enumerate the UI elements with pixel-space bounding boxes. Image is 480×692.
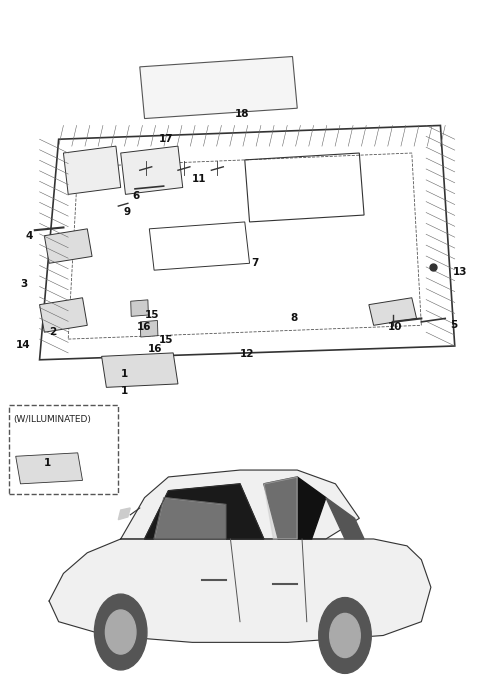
Text: 11: 11 bbox=[192, 174, 206, 184]
Polygon shape bbox=[326, 498, 364, 539]
Polygon shape bbox=[264, 477, 297, 539]
Text: 5: 5 bbox=[450, 320, 457, 330]
Circle shape bbox=[106, 610, 136, 654]
Text: 3: 3 bbox=[20, 279, 28, 289]
Polygon shape bbox=[264, 477, 326, 539]
Polygon shape bbox=[16, 453, 83, 484]
Text: (W/ILLUMINATED): (W/ILLUMINATED) bbox=[13, 415, 91, 424]
Text: 16: 16 bbox=[148, 345, 163, 354]
Text: 7: 7 bbox=[252, 258, 259, 268]
Text: 18: 18 bbox=[235, 109, 250, 120]
Text: 10: 10 bbox=[388, 322, 402, 331]
Polygon shape bbox=[140, 57, 297, 118]
Text: 16: 16 bbox=[137, 322, 152, 331]
Polygon shape bbox=[154, 498, 226, 539]
Text: 9: 9 bbox=[123, 207, 130, 217]
Circle shape bbox=[319, 598, 371, 673]
Text: 15: 15 bbox=[159, 336, 173, 345]
Polygon shape bbox=[131, 300, 148, 316]
Text: 12: 12 bbox=[240, 349, 254, 359]
Circle shape bbox=[330, 613, 360, 657]
Polygon shape bbox=[49, 539, 431, 642]
Bar bbox=[9, 405, 118, 494]
Text: 15: 15 bbox=[144, 310, 159, 320]
Text: 1: 1 bbox=[120, 386, 128, 396]
Polygon shape bbox=[120, 470, 360, 539]
Polygon shape bbox=[369, 298, 417, 325]
Polygon shape bbox=[44, 229, 92, 263]
Text: 13: 13 bbox=[452, 266, 467, 277]
Text: 8: 8 bbox=[290, 313, 297, 323]
Polygon shape bbox=[39, 298, 87, 332]
Text: 1: 1 bbox=[120, 369, 128, 379]
Polygon shape bbox=[63, 146, 120, 194]
Polygon shape bbox=[118, 508, 130, 520]
Text: 4: 4 bbox=[25, 230, 33, 241]
Text: 17: 17 bbox=[158, 134, 173, 144]
Polygon shape bbox=[102, 353, 178, 388]
Text: 6: 6 bbox=[132, 191, 140, 201]
Circle shape bbox=[95, 594, 147, 670]
Text: 2: 2 bbox=[49, 327, 56, 337]
Text: 14: 14 bbox=[15, 340, 30, 349]
Polygon shape bbox=[120, 146, 183, 194]
Text: 1: 1 bbox=[44, 458, 51, 468]
Polygon shape bbox=[144, 484, 264, 539]
Polygon shape bbox=[140, 320, 158, 337]
